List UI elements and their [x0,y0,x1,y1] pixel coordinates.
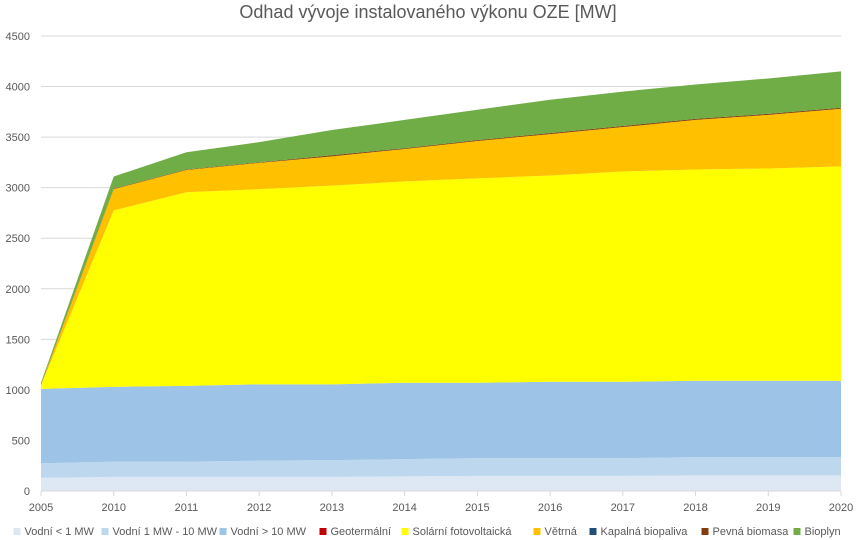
y-tick-label: 4000 [6,82,30,94]
x-tick-label: 2016 [538,502,562,514]
area-bioplyn [41,71,841,385]
area-vodn-10-mw [41,380,841,464]
legend-swatch [101,528,109,535]
y-tick-label: 0 [24,486,30,498]
x-tick-label: 2011 [175,502,199,514]
legend-item: Vodní > 10 MW [219,526,307,538]
legend-item: Solární fotovoltaická [401,526,513,538]
legend-label: Bioplyn [805,526,841,538]
y-tick-label: 1500 [6,334,30,346]
legend-item: Vodní < 1 MW [13,526,95,538]
legend-swatch [13,528,21,535]
y-tick-label: 500 [12,435,30,447]
legend-item: Bioplyn [793,526,841,538]
legend-label: Vodní > 10 MW [231,526,307,538]
chart-title: Odhad vývoje instalovaného výkonu OZE [M… [239,2,616,22]
x-tick-label: 2018 [683,502,707,514]
area-v-trn- [41,108,841,386]
y-tick-label: 3500 [6,132,30,144]
legend-swatch [793,528,801,535]
y-tick-label: 2000 [6,284,30,296]
legend-item: Větrná [533,526,578,538]
legend-swatch [589,528,597,535]
legend-label: Solární fotovoltaická [413,526,513,538]
x-tick-label: 2014 [392,502,416,514]
area-vodn-1-mw [41,475,841,491]
y-tick-label: 4500 [6,31,30,43]
legend-swatch [701,528,709,535]
y-tick-label: 1000 [6,385,30,397]
legend-swatch [533,528,541,535]
x-tick-label: 2017 [611,502,635,514]
legend-label: Vodní 1 MW - 10 MW [113,526,218,538]
x-tick-label: 2012 [247,502,271,514]
y-tick-label: 3000 [6,183,30,195]
legend-label: Pevná biomasa [713,526,790,538]
x-tick-label: 2010 [101,502,125,514]
legend-label: Kapalná biopaliva [601,526,689,538]
legend-label: Větrná [545,526,578,538]
x-tick-label: 2015 [465,502,489,514]
area-vodn-1-mw-10-mw [41,457,841,478]
y-tick-label: 2500 [6,233,30,245]
x-tick-label: 2013 [320,502,344,514]
legend-item: Vodní 1 MW - 10 MW [101,526,218,538]
legend-item: Geotermální [319,526,392,538]
x-tick-label: 2019 [756,502,780,514]
legend-swatch [319,528,327,535]
x-tick-label: 2020 [829,502,853,514]
legend-item: Kapalná biopaliva [589,526,689,538]
x-tick-label: 2005 [29,502,53,514]
legend-swatch [401,528,409,535]
legend-label: Vodní < 1 MW [25,526,95,538]
legend-item: Pevná biomasa [701,526,790,538]
legend-swatch [219,528,227,535]
area-sol-rn-fotovoltaick- [41,166,841,389]
legend-label: Geotermální [331,526,392,538]
